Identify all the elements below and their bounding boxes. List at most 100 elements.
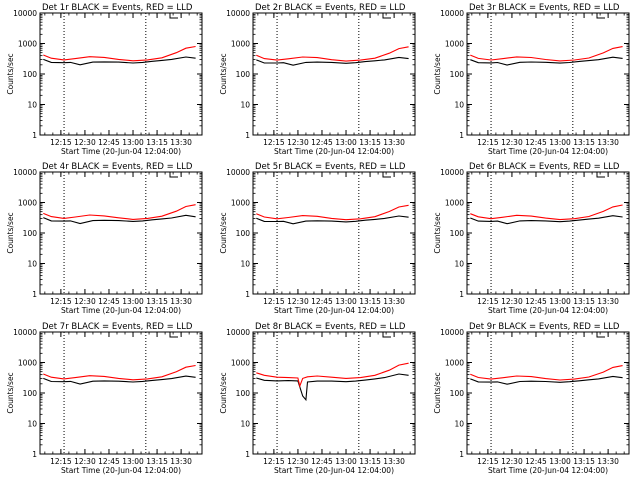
- top-marker: [169, 13, 178, 19]
- y-tick-label: 1000: [18, 199, 37, 208]
- y-tick-label: 10000: [226, 328, 250, 337]
- x-tick-label: 13:00: [549, 297, 571, 306]
- y-tick-label: 10: [454, 420, 464, 429]
- chart-title: Det 2r BLACK = Events, RED = LLD: [255, 3, 406, 13]
- lld-series-line: [256, 204, 409, 221]
- events-series-line: [256, 215, 409, 225]
- chart-panel: Det 5r BLACK = Events, RED = LLD 1 10 100 10…: [219, 162, 416, 315]
- y-tick-label: 10: [454, 101, 464, 110]
- x-tick-label: 13:30: [170, 457, 192, 466]
- x-tick-label: 13:30: [170, 138, 192, 147]
- y-axis-title: Counts/sec: [219, 212, 228, 253]
- y-tick-label: 10000: [440, 168, 464, 177]
- x-tick-label: 13:30: [383, 297, 405, 306]
- lld-series-line: [43, 45, 196, 62]
- y-tick-label: 10000: [13, 168, 37, 177]
- x-tick-label: 13:15: [359, 138, 381, 147]
- y-tick-label: 1: [32, 131, 37, 140]
- chart-panel: Det 6r BLACK = Events, RED = LLD 1 10 100 10…: [433, 162, 630, 315]
- y-tick-label: 1: [459, 290, 464, 299]
- top-marker: [382, 13, 391, 19]
- x-tick-label: 13:30: [383, 457, 405, 466]
- lld-series-line: [256, 362, 409, 388]
- y-tick-label: 1000: [445, 359, 464, 368]
- x-tick-label: 12:15: [477, 457, 499, 466]
- x-tick-label: 12:30: [501, 138, 523, 147]
- lld-series-line: [470, 46, 623, 62]
- y-axis-title: Counts/sec: [219, 53, 228, 94]
- x-tick-label: 13:00: [335, 457, 357, 466]
- y-tick-label: 10000: [226, 9, 250, 18]
- x-axis-title: Start Time (20-Jun-04 12:04:00): [274, 466, 394, 475]
- x-tick-label: 12:30: [287, 297, 309, 306]
- chart-panel: Det 8r BLACK = Events, RED = LLD 1 10 100 10…: [219, 322, 416, 475]
- chart-title: Det 1r BLACK = Events, RED = LLD: [42, 3, 193, 13]
- events-series-line: [256, 56, 409, 66]
- y-tick-label: 100: [236, 229, 251, 238]
- x-tick-label: 13:15: [359, 457, 381, 466]
- y-tick-label: 100: [236, 70, 251, 79]
- events-series-line: [256, 373, 409, 402]
- x-axis-title: Start Time (20-Jun-04 12:04:00): [274, 147, 394, 156]
- x-tick-label: 13:00: [335, 297, 357, 306]
- y-tick-label: 10000: [13, 328, 37, 337]
- lld-series-line: [43, 364, 196, 381]
- y-axis-title: Counts/sec: [433, 372, 442, 413]
- events-series-line: [470, 56, 623, 66]
- y-tick-label: 1000: [231, 40, 250, 49]
- x-tick-label: 12:15: [477, 297, 499, 306]
- chart-panel: Det 4r BLACK = Events, RED = LLD 1 10 100 10…: [6, 162, 203, 315]
- y-tick-label: 100: [236, 389, 251, 398]
- chart-title: Det 5r BLACK = Events, RED = LLD: [255, 162, 406, 172]
- top-marker: [596, 332, 605, 338]
- x-axis-title: Start Time (20-Jun-04 12:04:00): [488, 466, 608, 475]
- y-tick-label: 1000: [18, 40, 37, 49]
- x-axis-title: Start Time (20-Jun-04 12:04:00): [488, 147, 608, 156]
- x-tick-label: 12:30: [287, 457, 309, 466]
- y-tick-label: 10: [27, 101, 37, 110]
- x-tick-label: 13:30: [597, 457, 619, 466]
- x-tick-label: 13:00: [549, 457, 571, 466]
- y-tick-label: 1000: [231, 359, 250, 368]
- x-axis-title: Start Time (20-Jun-04 12:04:00): [61, 147, 181, 156]
- x-tick-label: 12:45: [525, 297, 547, 306]
- x-tick-label: 13:00: [335, 138, 357, 147]
- x-tick-label: 12:30: [287, 138, 309, 147]
- events-series-line: [470, 375, 623, 385]
- y-tick-label: 100: [450, 229, 465, 238]
- x-tick-label: 12:15: [263, 457, 285, 466]
- y-tick-label: 1000: [18, 359, 37, 368]
- y-tick-label: 1: [32, 290, 37, 299]
- x-tick-label: 13:00: [122, 138, 144, 147]
- y-axis-title: Counts/sec: [6, 372, 15, 413]
- x-tick-label: 13:30: [170, 297, 192, 306]
- y-tick-label: 1: [245, 450, 250, 459]
- lld-series-line: [470, 365, 623, 381]
- y-tick-label: 1000: [231, 199, 250, 208]
- chart-panel: Det 3r BLACK = Events, RED = LLD 1 10 100 10…: [433, 3, 630, 156]
- events-series-line: [43, 375, 196, 385]
- x-tick-label: 13:15: [573, 138, 595, 147]
- y-tick-label: 10000: [440, 328, 464, 337]
- chart-panel: Det 2r BLACK = Events, RED = LLD 1 10 100 10…: [219, 3, 416, 156]
- x-tick-label: 13:15: [146, 297, 168, 306]
- x-tick-label: 12:30: [74, 138, 96, 147]
- x-tick-label: 13:15: [359, 297, 381, 306]
- x-tick-label: 12:30: [74, 457, 96, 466]
- x-tick-label: 12:45: [311, 138, 333, 147]
- x-axis-title: Start Time (20-Jun-04 12:04:00): [61, 306, 181, 315]
- y-tick-label: 100: [23, 389, 38, 398]
- y-tick-label: 10: [240, 420, 250, 429]
- x-tick-label: 13:00: [122, 297, 144, 306]
- x-tick-label: 12:15: [263, 297, 285, 306]
- y-tick-label: 1: [245, 290, 250, 299]
- top-marker: [596, 172, 605, 178]
- x-tick-label: 13:00: [549, 138, 571, 147]
- y-tick-label: 10: [27, 260, 37, 269]
- top-marker: [382, 172, 391, 178]
- x-tick-label: 13:15: [146, 138, 168, 147]
- y-tick-label: 10: [240, 101, 250, 110]
- chart-title: Det 6r BLACK = Events, RED = LLD: [469, 162, 620, 172]
- y-axis-title: Counts/sec: [433, 53, 442, 94]
